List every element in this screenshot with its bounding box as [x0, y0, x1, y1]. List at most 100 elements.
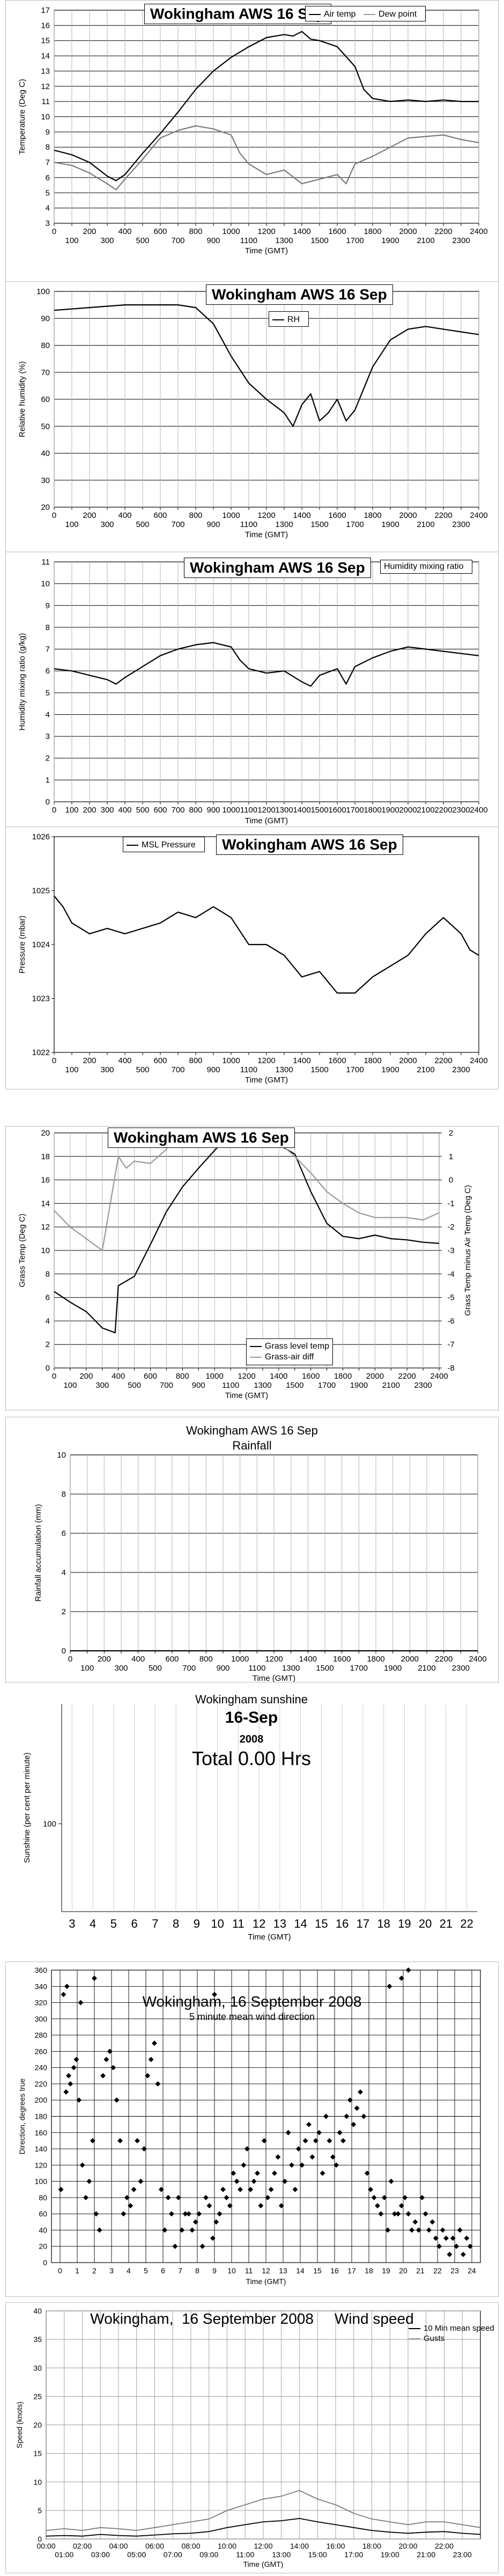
x-tick-label: 1400	[299, 1655, 317, 1664]
chart-legend: RH	[269, 311, 309, 327]
x-tick-label: 12	[253, 1917, 265, 1930]
chart-subtitle: 16-Sep	[225, 1709, 278, 1726]
x-tick-label: 1200	[238, 1372, 255, 1381]
y-tick-label: 80	[41, 341, 50, 350]
y-tick-label: 8	[46, 623, 50, 632]
x-tick-label: 100	[63, 1381, 77, 1390]
y-axis-label: Speed (knots)	[15, 2402, 24, 2448]
x-tick-label: 1700	[346, 1065, 364, 1074]
x-tick-label: 1400	[293, 1056, 310, 1065]
x-tick-label: 2400	[469, 1655, 486, 1664]
x-tick-label: 3	[69, 1917, 75, 1930]
rainfall-chart-panel: 0 2 4 6 8 10 0 100 200 300 400 500 600 700 800 900 1000 1…	[5, 1417, 499, 1682]
x-tick-label: 1200	[257, 227, 275, 236]
x-tick-label: 800	[199, 1655, 213, 1664]
x-tick-label: 2000	[399, 227, 417, 236]
x-tick-label: 24	[468, 2266, 476, 2275]
x-tick-label: 6	[161, 2266, 165, 2275]
y-tick-label: 3	[46, 219, 50, 228]
x-tick-label: 1800	[364, 1056, 381, 1065]
x-tick-label: 8	[195, 2266, 199, 2275]
x-tick-label: 10	[211, 1917, 224, 1930]
x-tick-label: 800	[176, 1372, 189, 1381]
data-point	[364, 2170, 370, 2176]
x-tick-label: 22	[460, 1917, 473, 1930]
x-tick-label: 2100	[417, 806, 434, 815]
x-tick-label: 500	[136, 1065, 149, 1074]
x-tick-label: 2200	[434, 227, 452, 236]
y-tick-label: 40	[39, 2226, 47, 2234]
y-tick-label: 100	[43, 1819, 56, 1828]
x-tick-label: 900	[206, 1065, 220, 1074]
data-point	[306, 2121, 312, 2127]
data-point	[265, 2194, 271, 2200]
data-point	[316, 2129, 322, 2135]
x-tick-label: 15:00	[308, 2550, 327, 2559]
x-tick-label: 700	[171, 806, 184, 815]
x-tick-label: 8	[173, 1917, 179, 1930]
y-tick-label: 15	[41, 36, 50, 46]
y-tick-label: 320	[35, 1999, 48, 2007]
y-tick-label: 10	[41, 1246, 50, 1255]
y-tick-label: 9	[46, 601, 50, 610]
y-tick-label: 3	[46, 732, 50, 741]
x-tick-label: 0	[68, 1655, 72, 1664]
y-tick-label: 1026	[32, 832, 50, 841]
y-axis-label: Grass Temp (Deg C)	[18, 1213, 27, 1287]
x-tick-label: 5	[144, 2266, 148, 2275]
x-tick-label: 600	[153, 1056, 167, 1065]
y-tick-label: 30	[33, 2363, 42, 2372]
x-tick-label: 14	[296, 2266, 305, 2275]
x-tick-label: 2100	[417, 1065, 434, 1074]
x-tick-label: 13	[273, 1917, 286, 1930]
x-tick-label: 1700	[346, 806, 364, 815]
x-tick-label: 900	[206, 520, 220, 529]
data-point	[323, 2113, 329, 2119]
chart-legend: Air temp Dew point	[305, 6, 426, 21]
data-point	[337, 2129, 343, 2135]
x-tick-label: 1800	[364, 227, 381, 236]
x-tick-label: 400	[118, 1056, 131, 1065]
y-tick-label: 17	[41, 6, 50, 15]
x-tick-label: 20	[419, 1917, 432, 1930]
x-tick-label: 1100	[240, 806, 257, 815]
y-tick-label: 70	[41, 368, 50, 377]
series-line-2	[54, 125, 479, 191]
x-tick-label: 300	[100, 236, 114, 245]
data-point	[251, 2178, 257, 2184]
y-tick-label: 20	[41, 503, 50, 512]
y-tick-label: 50	[41, 422, 50, 431]
wind-speed-chart: 0 5 10 15 20 25 30 35 40 00:00 02:00 04:00 06:00 08:0…	[15, 2307, 481, 2568]
x-tick-label: 1100	[240, 236, 257, 245]
y-tick-label: 260	[35, 2047, 48, 2055]
y-axis-label: Rainfall accumulation (mm)	[34, 1504, 43, 1602]
x-tick-label: 1300	[282, 1664, 300, 1673]
y-tick-label: 10	[41, 580, 50, 589]
chart-title: Wokingham sunshine	[195, 1693, 308, 1706]
x-tick-label: 400	[131, 1655, 145, 1664]
x-tick-label: 1200	[257, 806, 275, 815]
x-tick-label: 4	[127, 2266, 131, 2275]
y-tick-label: 280	[35, 2031, 48, 2039]
series-line-1	[54, 642, 479, 687]
y-tick-label: 0	[46, 1364, 50, 1373]
data-point	[238, 2186, 243, 2192]
x-tick-label: 19	[382, 2266, 390, 2275]
x-tick-label: 15	[313, 2266, 322, 2275]
x-tick-label: 1200	[257, 511, 275, 520]
x-tick-label: 1800	[367, 1655, 384, 1664]
data-point	[344, 2113, 350, 2119]
y-tick-label: 1	[46, 775, 50, 785]
x-axis-label: Time (GMT)	[245, 1075, 288, 1085]
data-point	[402, 2194, 408, 2200]
x-tick-label: 500	[136, 520, 149, 529]
y-tick-label: 11	[41, 558, 50, 567]
x-tick-label: 7	[152, 1917, 158, 1930]
chart-legend: 10 Min mean speed Gusts	[405, 2321, 498, 2346]
y-tick-label: 2	[46, 1340, 50, 1349]
x-tick-label: 2300	[452, 1065, 470, 1074]
x-tick-label: 10	[227, 2266, 236, 2275]
y-tick-label: 9	[46, 128, 50, 137]
data-point	[361, 2113, 367, 2119]
data-point	[175, 2194, 181, 2200]
